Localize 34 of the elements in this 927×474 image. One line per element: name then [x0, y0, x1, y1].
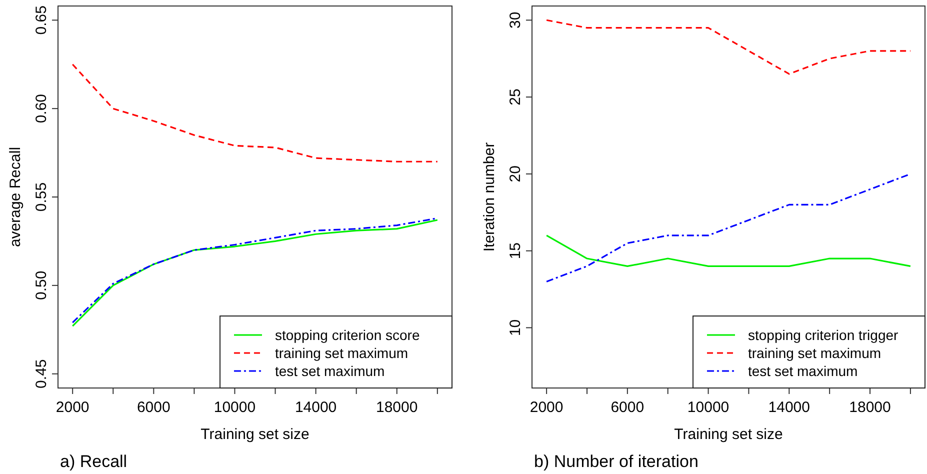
y-tick-label: 0.55 [33, 182, 50, 212]
legend-label: stopping criterion score [275, 327, 420, 343]
x-tick-label: 2000 [530, 399, 564, 416]
y-tick-label: 15 [507, 242, 524, 260]
y-tick-label: 10 [507, 319, 524, 336]
y-axis-title: Iteration number [481, 142, 498, 252]
x-tick-label: 2000 [56, 399, 90, 416]
y-tick-label: 0.60 [33, 94, 50, 124]
x-axis-title: Training set size [674, 426, 783, 443]
y-tick-label: 20 [507, 166, 524, 182]
y-tick-label: 0.45 [33, 359, 50, 388]
legend-label: training set maximum [748, 345, 882, 361]
x-tick-label: 18000 [376, 399, 418, 416]
y-tick-label: 0.65 [33, 6, 50, 35]
x-tick-label: 18000 [849, 399, 891, 416]
x-tick-label: 10000 [687, 399, 730, 416]
y-axis-title: average Recall [7, 146, 24, 248]
x-tick-label: 10000 [214, 399, 256, 416]
text: b) Number of iteration [534, 452, 698, 471]
line-series [72, 64, 438, 162]
legend-label: stopping criterion trigger [748, 327, 899, 343]
text: a) Recall [60, 452, 128, 471]
line-series [546, 19, 912, 75]
x-axis-title: Training set size [200, 426, 310, 443]
x-tick-label: 14000 [294, 399, 337, 416]
y-tick-label: 25 [507, 88, 524, 106]
x-tick-label: 14000 [768, 399, 810, 416]
y-tick-label: 30 [507, 12, 524, 28]
legend-label: training set maximum [275, 345, 408, 361]
legend-label: test set maximum [275, 363, 385, 379]
legend-label: test set maximum [748, 363, 858, 379]
y-tick-label: 0.50 [33, 270, 50, 300]
x-tick-label: 6000 [610, 399, 644, 416]
x-tick-label: 6000 [136, 399, 170, 416]
